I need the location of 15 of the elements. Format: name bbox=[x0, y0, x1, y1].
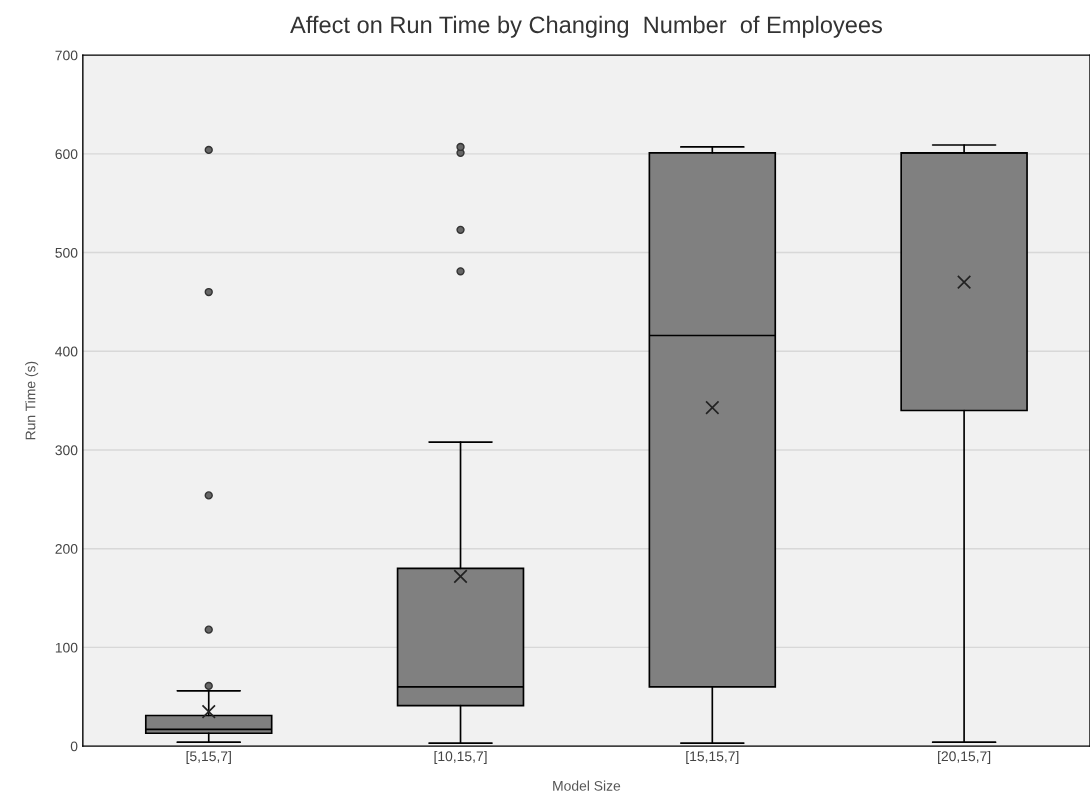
y-tick-label: 500 bbox=[55, 247, 78, 258]
x-tick-label: [20,15,7] bbox=[938, 750, 991, 764]
y-tick-label: 400 bbox=[55, 346, 78, 357]
y-tick-label: 300 bbox=[55, 445, 78, 456]
y-tick-label: 0 bbox=[70, 741, 78, 752]
y-tick-label: 200 bbox=[55, 544, 78, 554]
x-axis-title: Model Size bbox=[553, 780, 621, 791]
chart-title: Affect on Run Time by Changing Number of Employees bbox=[290, 15, 882, 38]
y-tick-label: 100 bbox=[55, 642, 78, 653]
x-tick-label: [10,15,7] bbox=[434, 750, 487, 764]
y-tick-label: 600 bbox=[55, 149, 78, 160]
x-tick-label: [5,15,7] bbox=[186, 750, 231, 764]
y-tick-label: 700 bbox=[55, 50, 78, 61]
y-axis-title: Run Time (s) bbox=[25, 361, 39, 440]
x-tick-label: [15,15,7] bbox=[686, 750, 739, 764]
